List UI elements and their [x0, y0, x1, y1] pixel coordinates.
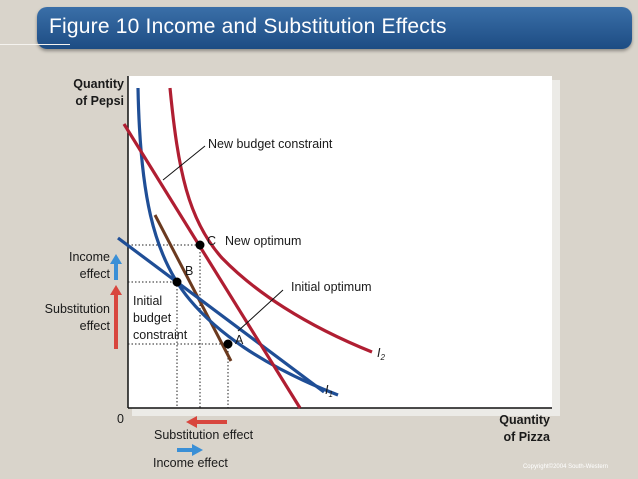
new-budget-constraint-label: New budget constraint — [208, 137, 333, 151]
initial-budget-label-line1: Initial — [133, 294, 163, 308]
i2-label: I2 — [377, 346, 385, 362]
point-c-label: C — [207, 234, 217, 248]
hypothetical-budget-line — [153, 214, 233, 362]
initial-optimum-label: Initial optimum — [291, 280, 372, 294]
initial-budget-line — [117, 236, 325, 394]
origin-label: 0 — [117, 412, 124, 426]
point-a-marker — [223, 339, 233, 349]
y-axis-label-line1: Quantity — [73, 77, 124, 91]
point-b-label: B — [185, 264, 194, 278]
decorative-rule — [0, 44, 70, 45]
income-effect-arrow-vertical — [110, 254, 122, 280]
x-income-effect-label: Income effect — [153, 456, 228, 470]
point-a-label: A — [235, 333, 244, 347]
income-effect-label-line2: effect — [79, 267, 110, 281]
indifference-curve-i2 — [168, 87, 373, 354]
pointer-new-budget — [162, 145, 206, 181]
copyright-notice: Copyright©2004 South-Western — [522, 464, 608, 470]
income-effect-label-line1: Income — [69, 250, 110, 264]
substitution-effect-label-line2: effect — [79, 319, 110, 333]
x-substitution-effect-label: Substitution effect — [154, 428, 254, 442]
new-optimum-label: New optimum — [225, 234, 302, 248]
substitution-effect-arrow-vertical — [110, 285, 122, 349]
x-axis-label-line1: Quantity — [499, 413, 550, 427]
substitution-effect-label-line1: Substitution — [44, 302, 110, 316]
figure-title: Figure 10 Income and Substitution Effect… — [49, 15, 447, 38]
y-axis-label-line2: of Pepsi — [75, 94, 124, 108]
pointer-initial-optimum — [237, 289, 284, 332]
indifference-curve-i1 — [136, 87, 339, 397]
title-bar: Figure 10 Income and Substitution Effect… — [37, 7, 632, 49]
point-c-marker — [195, 240, 205, 250]
i1-label: I1 — [325, 383, 333, 399]
substitution-effect-arrow-horizontal — [186, 416, 227, 428]
new-budget-line — [122, 123, 302, 409]
x-axis-label-line2: of Pizza — [503, 430, 550, 444]
income-effect-arrow-horizontal — [177, 444, 203, 456]
point-b-marker — [172, 277, 182, 287]
initial-budget-label-line3: constraint — [133, 328, 188, 342]
initial-budget-label-line2: budget — [133, 311, 172, 325]
